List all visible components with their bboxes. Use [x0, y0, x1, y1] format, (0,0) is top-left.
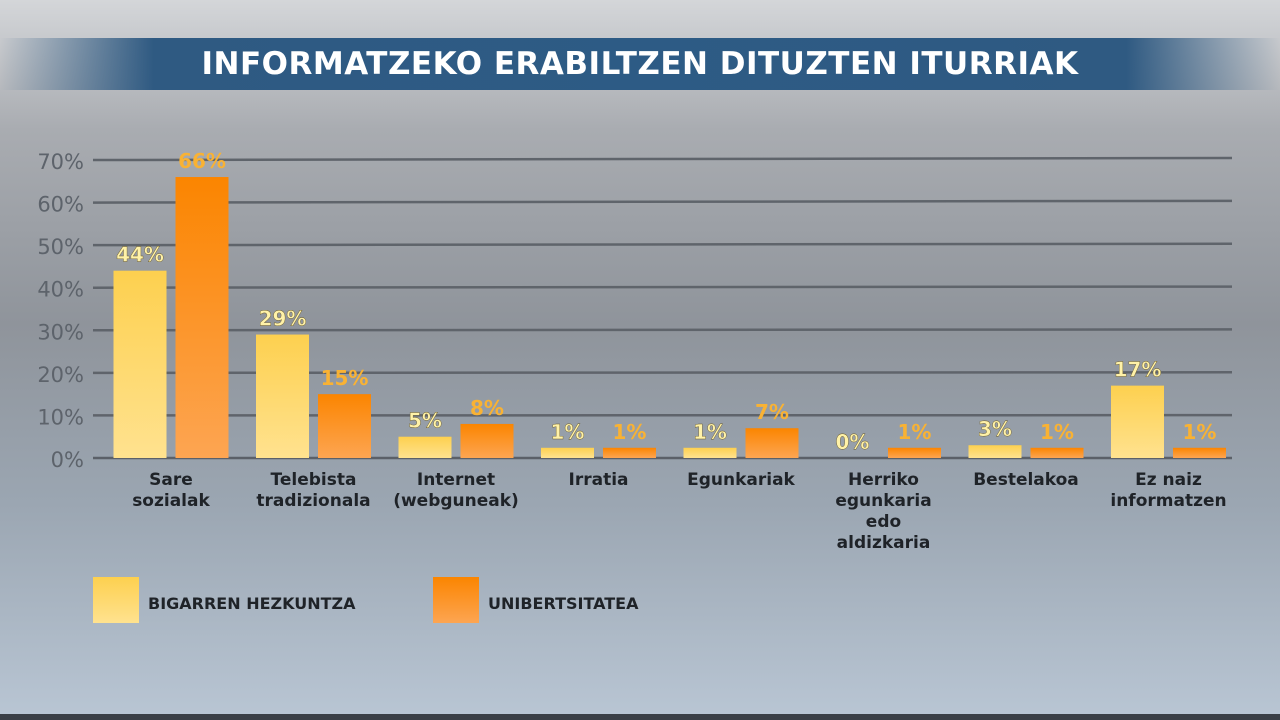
data-label: 1%	[613, 420, 647, 444]
x-category-label: Telebista	[271, 470, 357, 490]
data-label: 0%	[836, 430, 870, 454]
x-category-label: Irratia	[569, 470, 629, 490]
gridline	[92, 156, 1233, 162]
y-tick-label: 30%	[37, 320, 84, 344]
bar-unibertsitatea	[888, 447, 941, 458]
x-category-label: edo	[866, 512, 901, 532]
data-label: 5%	[408, 409, 442, 433]
x-category-label: Internet	[417, 470, 495, 490]
data-label: 8%	[470, 396, 504, 420]
chart-title: INFORMATZEKO ERABILTZEN DITUZTEN ITURRIA…	[201, 46, 1079, 82]
bar-bigarren-hezkuntza	[113, 270, 167, 458]
x-category-label: sozialak	[132, 491, 210, 511]
legend-label: BIGARREN HEZKUNTZA	[148, 594, 356, 613]
legend-swatch-unibertsitatea	[433, 577, 479, 623]
gridline	[92, 328, 1233, 332]
bar-unibertsitatea	[603, 447, 656, 458]
gridline	[92, 285, 1233, 289]
y-tick-label: 20%	[37, 363, 84, 387]
bar-bigarren-hezkuntza	[398, 436, 452, 458]
x-category-label: Herriko	[848, 470, 919, 490]
data-label: 1%	[1040, 420, 1074, 444]
bar-unibertsitatea	[318, 394, 371, 458]
bar-unibertsitatea	[175, 177, 229, 458]
x-category-label: (webguneak)	[393, 491, 519, 511]
x-category-label: egunkaria	[835, 491, 931, 511]
data-label: 44%	[116, 243, 164, 267]
gridline	[92, 242, 1233, 247]
data-label: 17%	[1114, 358, 1162, 382]
data-label: 29%	[259, 307, 307, 331]
data-label: 1%	[898, 420, 932, 444]
bar-bigarren-hezkuntza	[256, 334, 309, 458]
x-category-label: Bestelakoa	[973, 470, 1079, 490]
data-label: 66%	[178, 149, 226, 173]
bottom-bar	[0, 714, 1280, 720]
bar-unibertsitatea	[460, 423, 514, 458]
x-category-label: Sare	[149, 470, 193, 490]
x-category-label: informatzen	[1110, 491, 1226, 511]
y-tick-label: 10%	[37, 405, 84, 429]
x-category-label: tradizionala	[256, 491, 370, 511]
x-category-label: aldizkaria	[837, 533, 931, 553]
data-label: 1%	[1183, 420, 1217, 444]
legend-swatch-bigarren-hezkuntza	[93, 577, 139, 623]
bar-unibertsitatea	[1030, 447, 1084, 458]
y-tick-label: 0%	[51, 448, 84, 472]
data-label: 3%	[978, 417, 1012, 441]
gridline	[92, 199, 1233, 204]
bar-bigarren-hezkuntza	[541, 447, 594, 458]
data-label: 1%	[551, 420, 585, 444]
bar-bigarren-hezkuntza	[968, 445, 1022, 458]
bar-bigarren-hezkuntza	[1111, 385, 1164, 458]
bar-bigarren-hezkuntza	[683, 447, 737, 458]
data-label: 1%	[693, 420, 727, 444]
data-label: 15%	[321, 366, 369, 390]
x-category-label: Egunkariak	[687, 470, 795, 490]
legend-label: UNIBERTSITATEA	[488, 594, 639, 613]
data-label: 7%	[755, 400, 789, 424]
y-tick-label: 40%	[37, 278, 84, 302]
y-tick-label: 70%	[37, 150, 84, 174]
bar-unibertsitatea	[1173, 447, 1226, 458]
x-category-label: Ez naiz	[1135, 470, 1202, 490]
y-tick-label: 50%	[37, 235, 84, 259]
y-tick-label: 60%	[37, 193, 84, 217]
bar-unibertsitatea	[745, 428, 799, 458]
title-band: INFORMATZEKO ERABILTZEN DITUZTEN ITURRIA…	[0, 38, 1280, 90]
